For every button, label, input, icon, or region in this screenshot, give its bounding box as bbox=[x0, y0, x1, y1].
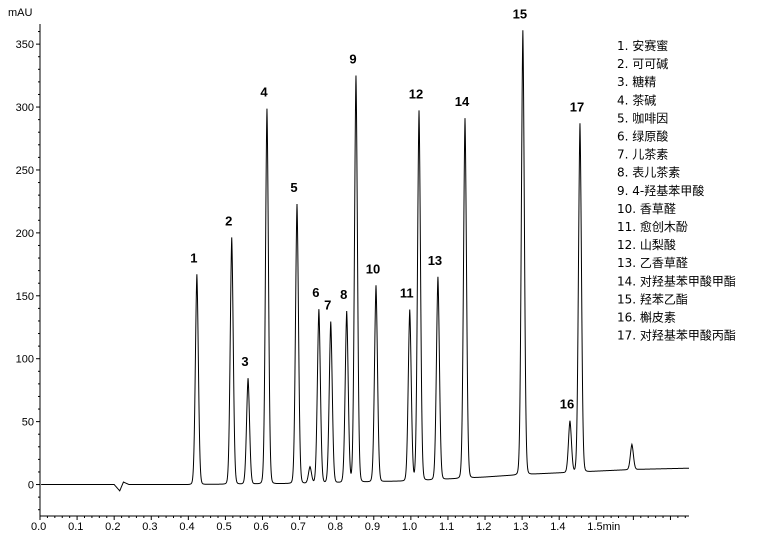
x-tick-label: 1.2 bbox=[476, 521, 491, 533]
x-tick-label: 1.0 bbox=[402, 521, 417, 533]
peak-label-15: 15 bbox=[513, 6, 527, 21]
x-tick-label: 0.1 bbox=[68, 521, 83, 533]
peak-label-11: 11 bbox=[400, 286, 414, 301]
y-axis-label: mAU bbox=[8, 7, 33, 19]
legend-item: 15. 羟苯乙酯 bbox=[617, 291, 688, 306]
peak-label-3: 3 bbox=[241, 354, 248, 369]
x-tick-label: 0.2 bbox=[105, 521, 120, 533]
x-tick-label: 1.3 bbox=[513, 521, 528, 533]
legend-item: 7. 儿茶素 bbox=[617, 147, 668, 162]
x-tick-label: 1.1 bbox=[439, 521, 454, 533]
peak-label-13: 13 bbox=[428, 253, 442, 268]
legend-item: 2. 可可碱 bbox=[617, 57, 668, 71]
axes: 0 50 100 150 200 250 300 350 0.0 0.1 0.2 0.3 0.4 0.5 0… bbox=[16, 24, 689, 533]
peak-label-10: 10 bbox=[366, 261, 380, 276]
y-tick-label: 50 bbox=[22, 417, 34, 429]
y-tick-label: 100 bbox=[16, 354, 34, 366]
legend-item: 10. 香草醛 bbox=[617, 201, 676, 216]
peak-label-2: 2 bbox=[225, 213, 232, 228]
legend-item: 3. 糖精 bbox=[617, 74, 656, 89]
legend-item: 6. 绿原酸 bbox=[617, 129, 668, 144]
chromatogram-trace bbox=[41, 30, 690, 492]
peak-label-16: 16 bbox=[560, 397, 574, 412]
peak-label-9: 9 bbox=[349, 52, 356, 67]
x-tick-label: 1.4 bbox=[550, 521, 565, 533]
x-tick-label: 0.9 bbox=[365, 521, 380, 533]
x-tick-label: 0.8 bbox=[328, 521, 343, 533]
legend-item: 9. 4-羟基苯甲酸 bbox=[617, 183, 704, 198]
y-tick-label: 250 bbox=[16, 165, 34, 177]
y-tick-label: 300 bbox=[16, 102, 34, 114]
peak-label-6: 6 bbox=[312, 285, 319, 300]
legend-item: 14. 对羟基苯甲酸甲酯 bbox=[617, 273, 736, 288]
x-tick-label: 0.7 bbox=[291, 521, 306, 533]
y-tick-label: 0 bbox=[28, 480, 34, 492]
peak-label-4: 4 bbox=[260, 85, 268, 100]
peak-label-17: 17 bbox=[570, 99, 584, 114]
legend-item: 13. 乙香草醛 bbox=[617, 255, 688, 270]
legend-item: 1. 安赛蜜 bbox=[617, 38, 668, 53]
peak-label-7: 7 bbox=[324, 298, 331, 313]
legend-item: 17. 对羟基苯甲酸丙酯 bbox=[617, 328, 736, 343]
x-tick-label: 0.6 bbox=[254, 521, 269, 533]
peak-label-8: 8 bbox=[340, 287, 347, 302]
legend-item: 5. 咖啡因 bbox=[617, 110, 668, 125]
x-tick-label: 0.3 bbox=[142, 521, 157, 533]
legend-item: 4. 茶碱 bbox=[617, 92, 656, 107]
peak-label-1: 1 bbox=[190, 250, 197, 265]
x-tick-label: 0.5 bbox=[216, 521, 231, 533]
legend-item: 16. 槲皮素 bbox=[617, 311, 676, 325]
y-tick-label: 350 bbox=[16, 39, 34, 51]
y-tick-label: 150 bbox=[16, 291, 34, 303]
x-tick-label: 1.5min bbox=[587, 521, 620, 533]
y-tick-label: 200 bbox=[16, 228, 34, 240]
legend-item: 12. 山梨酸 bbox=[617, 237, 676, 252]
legend: 1. 安赛蜜 2. 可可碱 3. 糖精 4. 茶碱 5. 咖啡因 6. 绿原酸 7. 儿茶素… bbox=[617, 38, 736, 343]
peak-label-5: 5 bbox=[290, 180, 297, 195]
legend-item: 11. 愈创木酚 bbox=[617, 219, 688, 234]
peak-label-12: 12 bbox=[409, 86, 423, 101]
x-tick-label: 0.0 bbox=[31, 521, 46, 533]
peak-label-14: 14 bbox=[455, 94, 470, 109]
legend-item: 8. 表儿茶素 bbox=[617, 165, 680, 180]
x-tick-label: 0.4 bbox=[179, 521, 194, 533]
